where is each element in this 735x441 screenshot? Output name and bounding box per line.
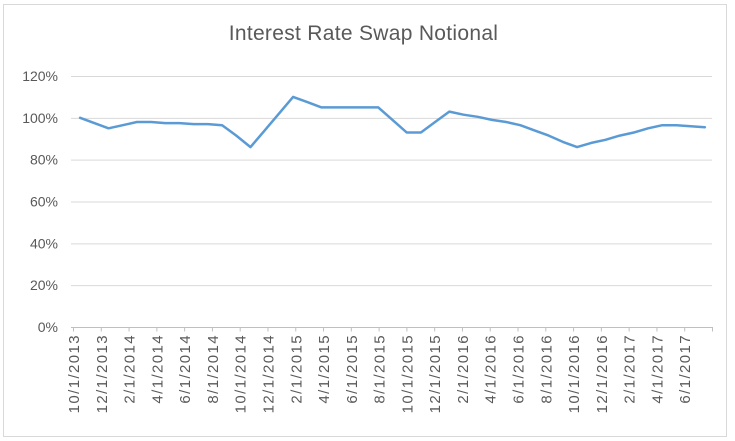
y-axis-label: 40% [30,235,58,251]
y-axis-label: 80% [30,152,58,168]
y-axis-label: 120% [22,68,58,84]
series-line [78,95,707,149]
x-axis-label: 6/1/2016 [511,334,528,404]
x-axis-label: 12/1/2016 [594,334,611,413]
x-axis-label: 6/1/2014 [177,334,194,404]
x-axis-label: 6/1/2015 [344,334,361,404]
y-axis-label: 20% [30,277,58,293]
x-axis-label: 4/1/2017 [649,334,666,404]
x-axis-label: 2/1/2014 [122,334,139,404]
x-axis-label: 10/1/2014 [233,334,250,413]
x-axis-label: 8/1/2015 [372,334,389,404]
y-axis-label: 60% [30,194,58,210]
x-axis-label: 6/1/2017 [677,334,694,404]
x-axis-label: 2/1/2017 [622,334,639,404]
x-axis-label: 12/1/2013 [94,334,111,413]
x-axis-label: 4/1/2016 [483,334,500,404]
x-axis-label: 4/1/2014 [149,334,166,404]
x-axis-label: 8/1/2014 [205,334,222,404]
y-axis-label: 100% [22,110,58,126]
x-axis-label: 10/1/2015 [399,334,416,413]
x-axis-label: 12/1/2014 [260,334,277,413]
x-axis-label: 10/1/2016 [566,334,583,413]
y-axis-label: 0% [38,319,58,335]
x-axis-label: 2/1/2016 [455,334,472,404]
chart-border [3,4,727,437]
chart-title: Interest Rate Swap Notional [228,22,499,45]
x-axis-label: 10/1/2013 [66,334,83,413]
x-axis-label: 8/1/2016 [538,334,555,404]
x-axis-label: 12/1/2015 [427,334,444,413]
x-axis-label: 4/1/2015 [316,334,333,404]
x-axis-label: 2/1/2015 [288,334,305,404]
